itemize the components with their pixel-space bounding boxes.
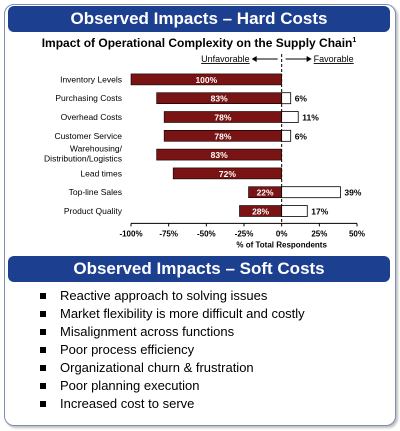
favorable-bar bbox=[281, 186, 341, 199]
soft-cost-text: Poor planning execution bbox=[60, 378, 200, 393]
bullet-icon bbox=[40, 329, 46, 335]
category-label: Customer Service bbox=[54, 131, 122, 141]
right-arrow-icon bbox=[306, 56, 312, 62]
impact-bar-chart: Unfavorable Favorable -100% -75% -50% -25% 0% 2… bbox=[44, 54, 365, 249]
chart-title-text: Impact of Operational Complexity on the … bbox=[41, 36, 353, 50]
x-tick-label: -100% bbox=[119, 229, 142, 238]
hard-costs-title: Observed Impacts – Hard Costs bbox=[70, 9, 328, 28]
unfavorable-bar-label: 22% bbox=[257, 188, 274, 198]
unfavorable-bar-label: 28% bbox=[252, 207, 269, 217]
x-tick-label: 25% bbox=[311, 229, 327, 238]
hard-costs-banner: Observed Impacts – Hard Costs bbox=[8, 6, 390, 32]
soft-cost-item: Poor process efficiency bbox=[40, 341, 305, 359]
soft-cost-text: Poor process efficiency bbox=[60, 342, 195, 357]
favorable-bar-label: 6% bbox=[295, 131, 308, 141]
bullet-icon bbox=[40, 365, 46, 371]
bullet-icon bbox=[40, 401, 46, 407]
unfavorable-bar bbox=[172, 167, 282, 180]
chart-title-footnote: 1 bbox=[352, 37, 357, 44]
soft-cost-text: Increased cost to serve bbox=[60, 396, 195, 411]
x-axis-label: % of Total Respondents bbox=[236, 240, 327, 249]
unfavorable-bar bbox=[156, 148, 282, 161]
category-label: Purchasing Costs bbox=[55, 93, 122, 103]
x-tick-label: -50% bbox=[197, 229, 216, 238]
favorable-bar-label: 11% bbox=[302, 113, 319, 123]
unfavorable-label: Unfavorable bbox=[201, 54, 250, 64]
unfavorable-bar bbox=[130, 73, 282, 86]
category-label: Overhead Costs bbox=[61, 112, 122, 122]
soft-cost-text: Reactive approach to solving issues bbox=[60, 288, 268, 303]
x-tick-label: 50% bbox=[349, 229, 365, 238]
favorable-bar-label: 17% bbox=[311, 207, 328, 217]
bullet-icon bbox=[40, 293, 46, 299]
soft-cost-item: Market flexibility is more difficult and… bbox=[40, 305, 305, 323]
category-label: Top-line Sales bbox=[69, 187, 122, 197]
favorable-bar bbox=[281, 92, 292, 105]
unfavorable-bar-label: 72% bbox=[219, 169, 236, 179]
chart-title: Impact of Operational Complexity on the … bbox=[8, 36, 390, 50]
soft-cost-item: Increased cost to serve bbox=[40, 395, 305, 413]
bullet-icon bbox=[40, 383, 46, 389]
x-tick-label: 0% bbox=[276, 229, 288, 238]
unfavorable-bar-label: 78% bbox=[214, 113, 231, 123]
favorable-bar-label: 6% bbox=[295, 94, 308, 104]
soft-cost-item: Misalignment across functions bbox=[40, 323, 305, 341]
left-arrow-icon bbox=[251, 56, 257, 62]
favorable-label: Favorable bbox=[314, 54, 354, 64]
favorable-bar bbox=[281, 205, 308, 217]
x-tick-label: -75% bbox=[159, 229, 178, 238]
category-label: Lead times bbox=[80, 168, 122, 178]
category-label: Product Quality bbox=[64, 206, 123, 216]
bullet-icon bbox=[40, 347, 46, 353]
category-label: Warehousing/Distribution/Logistics bbox=[44, 144, 123, 164]
soft-cost-item: Poor planning execution bbox=[40, 377, 305, 395]
soft-cost-text: Organizational churn & frustration bbox=[60, 360, 254, 375]
soft-cost-text: Market flexibility is more difficult and… bbox=[60, 306, 305, 321]
favorable-bar-label: 39% bbox=[344, 188, 361, 198]
unfavorable-bar-label: 100% bbox=[195, 75, 217, 85]
category-label: Inventory Levels bbox=[60, 74, 122, 84]
favorable-bar bbox=[281, 129, 292, 142]
x-tick-label: -25% bbox=[235, 229, 254, 238]
unfavorable-bar-label: 83% bbox=[211, 94, 228, 104]
soft-costs-list: Reactive approach to solving issues Mark… bbox=[40, 287, 305, 413]
unfavorable-bar-label: 83% bbox=[211, 150, 228, 160]
soft-cost-text: Misalignment across functions bbox=[60, 324, 235, 339]
soft-cost-item: Organizational churn & frustration bbox=[40, 359, 305, 377]
bullet-icon bbox=[40, 311, 46, 317]
unfavorable-bar-label: 78% bbox=[214, 131, 231, 141]
soft-costs-title: Observed Impacts – Soft Costs bbox=[73, 259, 325, 278]
soft-costs-banner: Observed Impacts – Soft Costs bbox=[8, 256, 390, 282]
favorable-bar bbox=[281, 111, 299, 123]
soft-cost-item: Reactive approach to solving issues bbox=[40, 287, 305, 305]
